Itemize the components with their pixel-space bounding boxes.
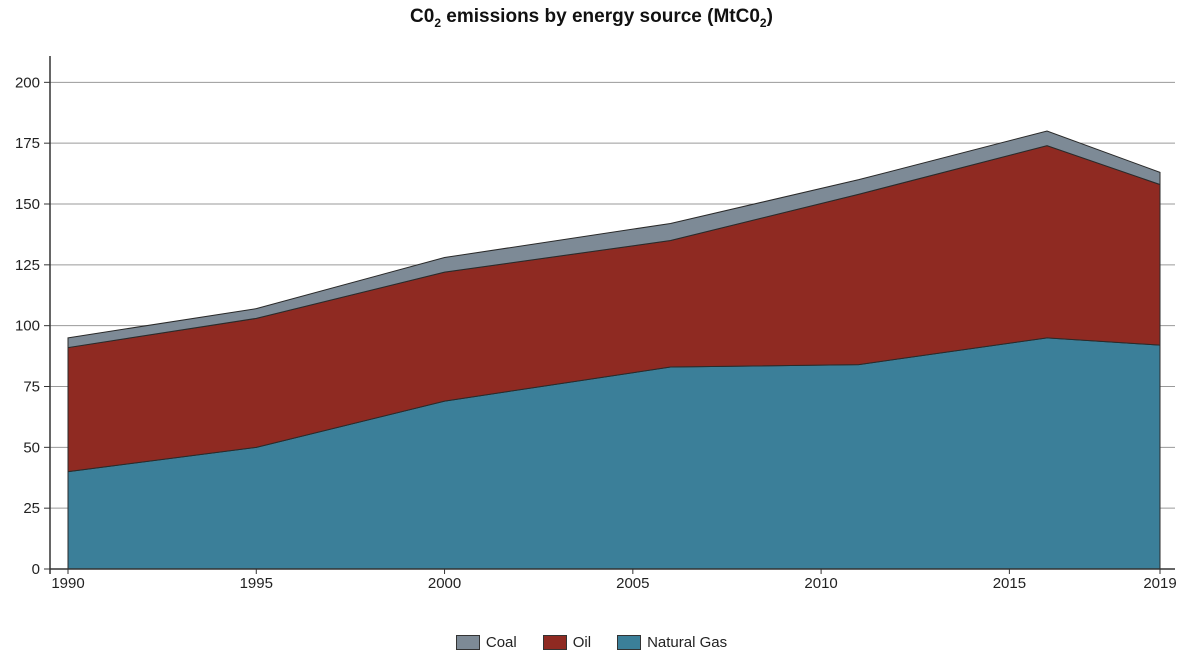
legend-label-natural-gas: Natural Gas [647, 634, 728, 651]
x-tick-label-2019: 2019 [1143, 575, 1176, 592]
y-tick-label-125: 125 [15, 257, 40, 274]
title-middle: emissions by energy source (MtC0 [441, 6, 760, 27]
chart-title: C02 emissions by energy source (MtC02) [0, 6, 1183, 30]
legend-label-coal: Coal [485, 634, 517, 651]
y-tick-label-175: 175 [15, 135, 40, 152]
title-prefix: C0 [410, 6, 435, 27]
x-tick-label-2015: 2015 [993, 575, 1026, 592]
legend: Coal Oil Natural Gas [0, 634, 1183, 651]
legend-swatch-natural-gas [617, 635, 642, 650]
y-tick-label-75: 75 [23, 379, 40, 396]
legend-swatch-coal [455, 635, 480, 650]
y-tick-label-0: 0 [32, 561, 40, 578]
y-tick-label-100: 100 [15, 318, 40, 335]
y-tick-label-50: 50 [23, 439, 40, 456]
legend-label-oil: Oil [572, 634, 592, 651]
y-tick-label-25: 25 [23, 500, 40, 517]
legend-item-oil: Oil [542, 634, 592, 651]
title-subscript-2: 2 [759, 15, 767, 30]
area-layer [67, 130, 1161, 570]
x-tick-label-2005: 2005 [616, 575, 649, 592]
x-tick-label-2000: 2000 [428, 575, 461, 592]
legend-item-coal: Coal [455, 634, 517, 651]
x-tick-label-2010: 2010 [804, 575, 837, 592]
x-tick-label-1990: 1990 [51, 575, 84, 592]
y-tick-label-150: 150 [15, 196, 40, 213]
x-tick-label-1995: 1995 [240, 575, 273, 592]
legend-swatch-oil [542, 635, 567, 650]
title-subscript-1: 2 [434, 15, 442, 30]
title-suffix: ) [766, 6, 773, 27]
area-chart: 0 25 50 75 100 125 150 175 200 1990 1995 2000 2005 20… [15, 56, 1177, 592]
legend-item-natural-gas: Natural Gas [617, 634, 727, 651]
area-coal [67, 130, 1161, 349]
y-tick-label-200: 200 [15, 74, 40, 91]
axis-layer: 0 25 50 75 100 125 150 175 200 1990 1995 2000 2005 20… [15, 56, 1177, 592]
